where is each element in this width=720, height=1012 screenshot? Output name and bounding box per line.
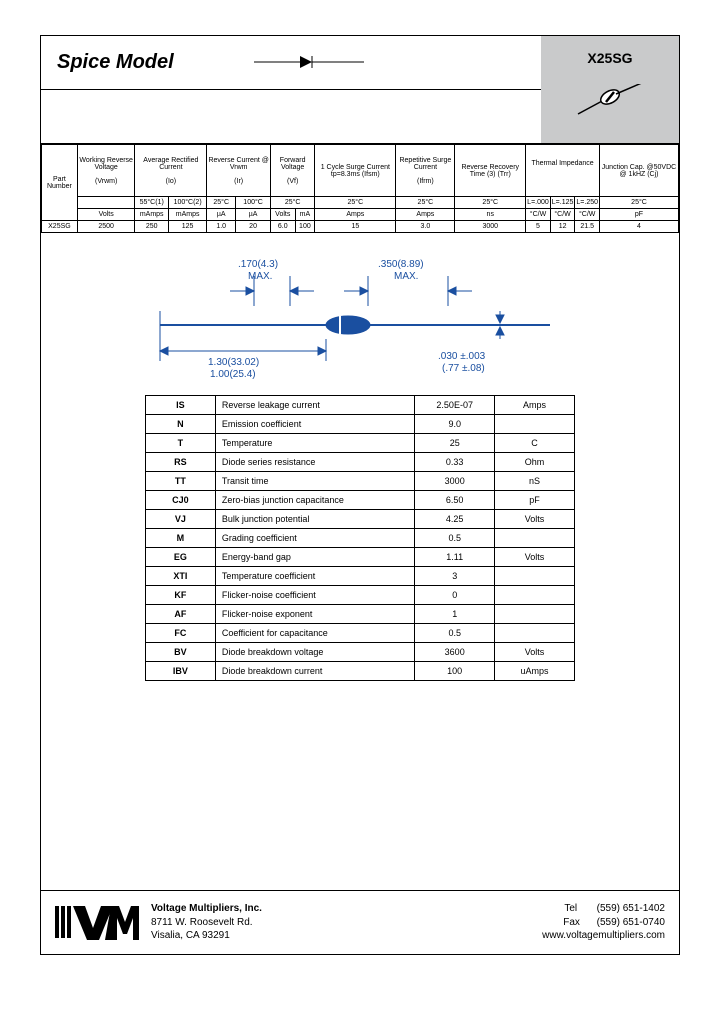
param-row: VJBulk junction potential4.25Volts xyxy=(146,510,575,529)
col-ifrm: Repetitive Surge Current(Ifrm) xyxy=(396,145,455,197)
diode-symbol-icon xyxy=(254,53,364,73)
spec-table: Part Number Working Reverse Voltage(Vrwm… xyxy=(41,144,679,233)
page-title: Spice Model xyxy=(57,51,174,74)
footer: Voltage Multipliers, Inc. 8711 W. Roosev… xyxy=(41,890,679,954)
svg-text:.170(4.3): .170(4.3) xyxy=(238,259,278,270)
param-row: FCCoefficient for capacitance0.5 xyxy=(146,624,575,643)
header: Spice Model X25SG xyxy=(41,36,679,144)
params-table: ISReverse leakage current2.50E-07AmpsNEm… xyxy=(145,395,575,681)
svg-text:MAX.: MAX. xyxy=(394,271,418,282)
company-address: Voltage Multipliers, Inc. 8711 W. Roosev… xyxy=(151,902,262,943)
col-thermal: Thermal Impedance xyxy=(526,145,600,197)
col-part: Part Number xyxy=(42,145,78,221)
param-row: AFFlicker-noise exponent1 xyxy=(146,605,575,624)
svg-text:.030 ±.003: .030 ±.003 xyxy=(438,351,486,362)
svg-text:(.77 ±.08): (.77 ±.08) xyxy=(442,363,485,374)
svg-text:.350(8.89): .350(8.89) xyxy=(378,259,424,270)
svg-text:1.30(33.02): 1.30(33.02) xyxy=(208,357,259,368)
package-icon xyxy=(570,84,650,122)
col-ir: Reverse Current @ Vrwm(Ir) xyxy=(207,145,271,197)
col-vrwm: Working Reverse Voltage(Vrwm) xyxy=(77,145,135,197)
logo-icon xyxy=(55,900,139,946)
param-row: IBVDiode breakdown current100uAmps xyxy=(146,662,575,681)
col-trr: Reverse Recovery Time (3) (Trr) xyxy=(455,145,526,197)
param-row: BVDiode breakdown voltage3600Volts xyxy=(146,643,575,662)
param-row: KFFlicker-noise coefficient0 xyxy=(146,586,575,605)
param-row: RSDiode series resistance0.33Ohm xyxy=(146,453,575,472)
param-row: EGEnergy-band gap1.11Volts xyxy=(146,548,575,567)
param-row: MGrading coefficient0.5 xyxy=(146,529,575,548)
part-number-label: X25SG xyxy=(587,50,632,66)
col-io: Average Rectified Current(Io) xyxy=(135,145,207,197)
param-row: XTITemperature coefficient3 xyxy=(146,567,575,586)
company-contact: Tel (559) 651-1402 Fax (559) 651-0740 ww… xyxy=(542,902,665,943)
svg-text:MAX.: MAX. xyxy=(248,271,272,282)
param-row: CJ0Zero-bias junction capacitance6.50pF xyxy=(146,491,575,510)
param-row: TTTransit time3000nS xyxy=(146,472,575,491)
spec-row: X25SG 2500 250125 1.020 6.0100 15 3.0 30… xyxy=(42,221,679,233)
dimension-diagram: .170(4.3) MAX. .350(8.89) MAX. 1.30(33.0… xyxy=(41,233,679,395)
col-ifsm: 1 Cycle Surge Current tp=8.3ms (Ifsm) xyxy=(315,145,396,197)
param-row: ISReverse leakage current2.50E-07Amps xyxy=(146,396,575,415)
svg-text:1.00(25.4): 1.00(25.4) xyxy=(210,369,256,380)
param-row: NEmission coefficient9.0 xyxy=(146,415,575,434)
param-row: TTemperature25C xyxy=(146,434,575,453)
col-vf: Forward Voltage(Vf) xyxy=(271,145,315,197)
col-cj: Junction Cap. @50VDC @ 1kHZ (Cj) xyxy=(600,145,679,197)
